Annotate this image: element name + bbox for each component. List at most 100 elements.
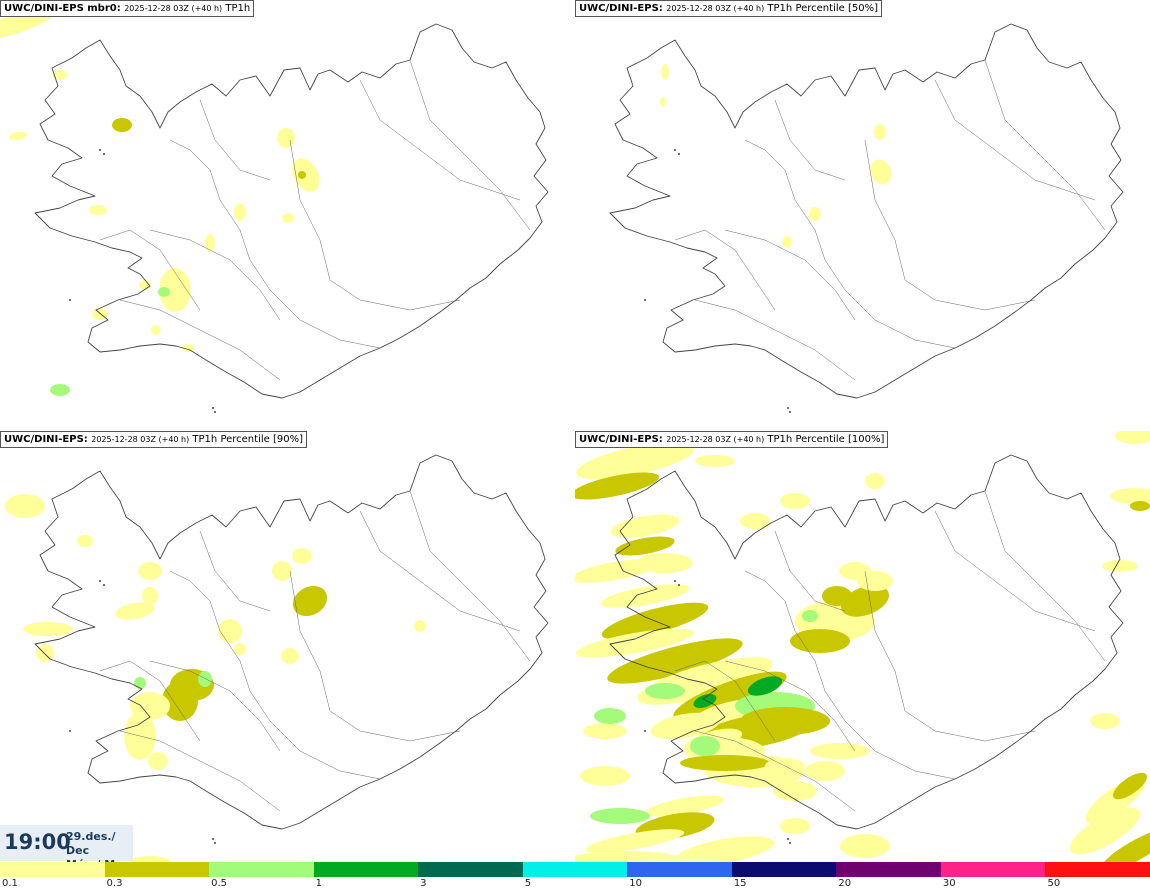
legend-tick-label: 15: [733, 878, 747, 889]
precip-area: [600, 584, 690, 608]
precip-area: [865, 473, 885, 489]
region-boundary: [99, 660, 201, 742]
islet: [787, 838, 789, 840]
region-boundary: [119, 299, 281, 381]
precip-area: [1110, 488, 1150, 504]
precip-area: [790, 629, 850, 653]
precip-area: [810, 743, 870, 759]
precip-area: [594, 708, 626, 724]
iceland-coastline: [34, 454, 549, 830]
islet: [789, 411, 791, 413]
precip-area: [1100, 829, 1150, 862]
precip-area: [780, 818, 810, 834]
islet: [674, 580, 676, 582]
legend-tick-label: 30: [942, 878, 956, 889]
precip-area: [576, 442, 694, 480]
iceland-coastline: [34, 23, 549, 399]
region-boundary: [694, 730, 856, 812]
precip-area: [298, 171, 306, 179]
legend-tick-label: 1: [315, 878, 322, 889]
islet: [103, 584, 105, 586]
precip-area: [53, 70, 67, 80]
precip-area: [870, 159, 892, 185]
map-panel-p50: UWC/DINI-EPS: 2025-12-28 03Z (+40 h) TP1…: [575, 0, 1150, 431]
precip-area: [660, 97, 666, 107]
precip-area: [292, 585, 328, 617]
precip-area: [198, 671, 212, 687]
precip-area: [89, 205, 107, 215]
region-boundary: [199, 530, 271, 612]
precip-area: [1102, 560, 1138, 572]
region-boundary: [169, 570, 381, 780]
region-boundary: [289, 570, 461, 742]
legend-swatch: [627, 862, 733, 877]
region-boundary: [934, 79, 1096, 201]
legend-tick-label: 50: [1047, 878, 1061, 889]
precip-area: [281, 648, 299, 664]
precip-area: [782, 236, 792, 248]
precip-area: [272, 561, 292, 581]
map-canvas-p100: [575, 431, 1150, 862]
precip-area: [590, 808, 650, 824]
iceland-coastline: [609, 454, 1124, 830]
panel-title-p100: UWC/DINI-EPS: 2025-12-28 03Z (+40 h) TP1…: [575, 431, 889, 448]
legend-tick-label: 20: [838, 878, 852, 889]
region-boundary: [169, 139, 381, 349]
islet: [678, 584, 680, 586]
map-canvas-p50: [609, 23, 1124, 413]
islet: [789, 842, 791, 844]
legend-tick-label: 0.1: [2, 878, 18, 889]
precip-area: [802, 610, 818, 622]
precip-area: [158, 287, 170, 297]
region-boundary: [934, 510, 1096, 632]
precip-area: [5, 494, 45, 518]
legend-swatch: [731, 862, 837, 877]
precip-area: [151, 325, 161, 335]
legend-swatch: [940, 862, 1046, 877]
islet: [674, 149, 676, 151]
precip-area: [23, 622, 73, 636]
precip-field: [575, 431, 1150, 862]
region-boundary: [724, 660, 856, 752]
precip-area: [138, 562, 162, 580]
legend-swatch: [522, 862, 628, 877]
precip-area: [839, 562, 871, 580]
region-boundary: [149, 229, 281, 321]
legend-tick-label: 3: [420, 878, 427, 889]
region-boundary: [409, 59, 531, 231]
precip-area: [1069, 807, 1141, 855]
precip-area: [130, 856, 170, 862]
precip-area: [780, 493, 810, 509]
legend-swatch: [418, 862, 524, 877]
precip-area: [414, 620, 426, 632]
islet: [99, 580, 101, 582]
map-canvas-mbr0: [0, 5, 549, 413]
precip-area: [607, 638, 743, 684]
precip-area: [645, 795, 725, 817]
precip-field: [0, 5, 320, 396]
region-boundary: [744, 139, 956, 349]
precip-area: [575, 559, 660, 583]
precip-area: [1112, 772, 1148, 800]
precip-area: [840, 834, 890, 858]
map-panel-p100: UWC/DINI-EPS: 2025-12-28 03Z (+40 h) TP1…: [575, 431, 1150, 862]
region-boundary: [199, 99, 271, 181]
precip-area: [112, 118, 132, 132]
precip-area: [645, 683, 685, 699]
region-boundary: [774, 530, 846, 612]
valid-time-stamp: 19:00 29.des./ Dec Mán./ Mon: [0, 825, 133, 871]
precip-area: [583, 723, 627, 739]
region-boundary: [359, 79, 521, 201]
legend-swatch: [209, 862, 315, 877]
islet: [69, 299, 71, 301]
precip-area: [809, 207, 821, 221]
region-boundary: [289, 139, 461, 311]
islet: [678, 153, 680, 155]
precip-area: [77, 535, 93, 547]
legend-tick-label: 0.5: [211, 878, 227, 889]
panel-title-mbr0: UWC/DINI-EPS mbr0: 2025-12-28 03Z (+40 h…: [0, 0, 255, 17]
panel-title-p50: UWC/DINI-EPS: 2025-12-28 03Z (+40 h) TP1…: [575, 0, 882, 17]
region-boundary: [99, 229, 201, 311]
islet: [644, 730, 646, 732]
region-boundary: [864, 139, 1036, 311]
